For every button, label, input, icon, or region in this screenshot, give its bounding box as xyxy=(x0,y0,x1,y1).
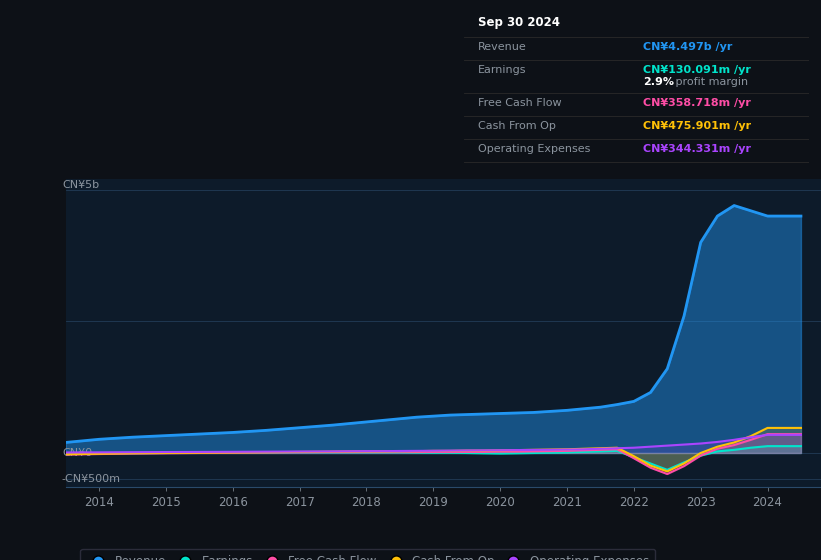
Text: CN¥344.331m /yr: CN¥344.331m /yr xyxy=(643,144,751,154)
Text: CN¥130.091m /yr: CN¥130.091m /yr xyxy=(643,66,751,76)
Text: Earnings: Earnings xyxy=(478,66,526,76)
Text: Free Cash Flow: Free Cash Flow xyxy=(478,98,562,108)
Text: Operating Expenses: Operating Expenses xyxy=(478,144,590,154)
Text: Sep 30 2024: Sep 30 2024 xyxy=(478,16,560,29)
Text: CN¥5b: CN¥5b xyxy=(62,180,99,190)
Text: 2.9%: 2.9% xyxy=(643,77,674,87)
Text: profit margin: profit margin xyxy=(672,77,749,87)
Text: Revenue: Revenue xyxy=(478,42,526,52)
Text: -CN¥500m: -CN¥500m xyxy=(62,474,121,484)
Text: CN¥475.901m /yr: CN¥475.901m /yr xyxy=(643,121,751,131)
Legend: Revenue, Earnings, Free Cash Flow, Cash From Op, Operating Expenses: Revenue, Earnings, Free Cash Flow, Cash … xyxy=(80,549,655,560)
Text: CN¥4.497b /yr: CN¥4.497b /yr xyxy=(643,42,732,52)
Text: CN¥0: CN¥0 xyxy=(62,448,92,458)
Text: CN¥358.718m /yr: CN¥358.718m /yr xyxy=(643,98,751,108)
Text: Cash From Op: Cash From Op xyxy=(478,121,556,131)
